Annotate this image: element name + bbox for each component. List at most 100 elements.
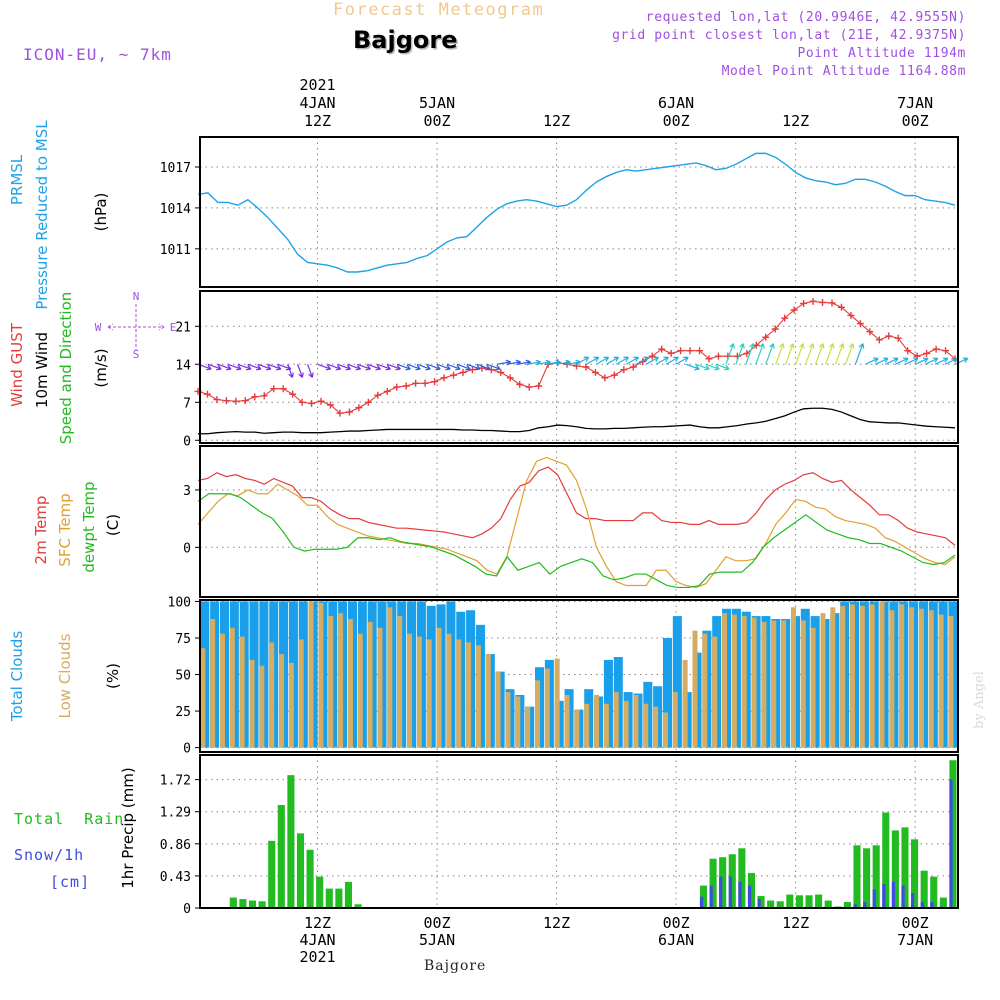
gust-marker	[364, 398, 372, 406]
low-cloud-bar	[456, 639, 462, 748]
gust-marker	[837, 303, 845, 311]
gust-marker	[213, 396, 221, 404]
bottom-time-label: 00Z	[424, 914, 451, 932]
wind-direction-arrow	[894, 357, 909, 365]
wind-direction-arrow	[456, 363, 471, 371]
y-tick-label: 0	[183, 902, 191, 917]
low-cloud-bar	[692, 630, 698, 748]
rain-bar	[767, 900, 775, 908]
rain-bar	[815, 894, 823, 908]
low-cloud-bar	[810, 627, 816, 748]
wind-direction-arrow	[307, 364, 314, 378]
low-cloud-bar	[741, 616, 747, 748]
gust-marker	[326, 401, 334, 409]
wind-direction-arrow	[416, 363, 431, 371]
wind-direction-arrow	[715, 363, 730, 371]
info-line-3: Point Altitude 1194m	[797, 46, 966, 61]
low-cloud-bar	[279, 654, 285, 748]
rain-bar	[795, 895, 803, 908]
rain-bar	[824, 900, 832, 908]
top-time-label: 6JAN	[658, 94, 694, 112]
low-cloud-bar	[269, 642, 275, 748]
y-tick-label: 0	[183, 742, 191, 757]
gust-marker	[648, 352, 656, 360]
low-cloud-bar	[633, 695, 639, 748]
rain-bar	[728, 854, 736, 908]
snow-bar	[872, 889, 876, 908]
low-cloud-bar	[466, 642, 472, 748]
wind-units: (m/s)	[92, 348, 110, 387]
y-tick-label: 1017	[160, 161, 191, 176]
gust-marker	[790, 306, 798, 314]
top-time-label: 00Z	[902, 112, 929, 130]
snow-bar	[930, 902, 934, 908]
gust-marker	[279, 385, 287, 393]
gust-marker	[497, 368, 505, 376]
wind-direction-arrow	[247, 363, 262, 371]
low-cloud-bar	[938, 614, 944, 748]
low-cloud-bar	[525, 706, 531, 748]
low-cloud-bar	[200, 648, 206, 748]
wind-direction-arrow	[805, 343, 815, 365]
low-cloud-bar	[249, 659, 255, 748]
gust-marker	[847, 311, 855, 319]
wind-direction-arrow	[765, 343, 775, 365]
wind-direction-arrow	[626, 356, 639, 365]
gust-marker	[260, 392, 268, 400]
low-cloud-bar	[407, 633, 413, 748]
gust-marker	[894, 334, 902, 342]
wind-direction-arrow	[924, 357, 939, 365]
low-cloud-bar	[613, 692, 619, 748]
gust-marker	[875, 336, 883, 344]
footer-location: Bajgore	[424, 958, 487, 974]
y-tick-label: 1.72	[160, 774, 191, 789]
wind-direction-arrow	[695, 363, 710, 371]
rain-bar	[229, 897, 237, 908]
wind-direction-arrow	[596, 356, 610, 365]
rain-bar	[335, 888, 343, 908]
info-line-2: grid point closest lon,lat (21E, 42.9375…	[612, 28, 966, 43]
rain-bar	[277, 805, 285, 908]
top-time-label: 5JAN	[419, 94, 455, 112]
y-tick-label: 50	[175, 669, 191, 684]
low-cloud-bar	[653, 706, 659, 748]
wind-direction-arrow	[675, 356, 689, 365]
gust-marker	[771, 325, 779, 333]
low-cloud-bar	[229, 627, 235, 748]
low-cloud-bar	[820, 613, 826, 748]
wind-direction-arrow	[795, 343, 805, 365]
forecast-title: Forecast Meteogram	[333, 0, 545, 20]
low-cloud-bar	[574, 709, 580, 748]
y-tick-label: 1014	[160, 202, 191, 217]
wind-line	[198, 407, 956, 435]
compass-rose	[107, 304, 165, 350]
clouds-units: (%)	[104, 663, 122, 689]
snow-bar	[882, 884, 886, 908]
wind-direction-arrow	[934, 357, 949, 365]
rain-bar	[699, 885, 708, 908]
bottom-time-label: 12Z	[304, 914, 331, 932]
low-cloud-bar	[288, 662, 294, 748]
low-cloud-bar	[790, 607, 796, 748]
low-cloud-bar	[298, 639, 304, 748]
top-time-label: 7JAN	[897, 94, 933, 112]
low-cloud-bar	[751, 617, 757, 748]
low-cloud-bar	[219, 633, 225, 748]
rain-bar	[239, 899, 247, 908]
gust-marker	[241, 397, 249, 405]
gust-marker	[620, 366, 628, 374]
bottom-time-label: 00Z	[663, 914, 690, 932]
gust-marker	[402, 382, 410, 390]
wind-direction-arrow	[865, 357, 879, 365]
wind-direction-arrow	[257, 363, 272, 371]
pressure-label: Pressure Reduced to MSL	[33, 120, 51, 310]
wind-direction-arrow	[357, 363, 371, 371]
low-cloud-bar	[505, 692, 511, 748]
gust-marker	[232, 397, 240, 405]
gust-marker	[203, 390, 211, 398]
gust-marker	[904, 347, 912, 355]
wind-direction-arrow	[426, 363, 441, 371]
low-cloud-bar	[564, 695, 570, 748]
gust-marker	[298, 398, 306, 406]
low-cloud-bar	[357, 633, 363, 748]
